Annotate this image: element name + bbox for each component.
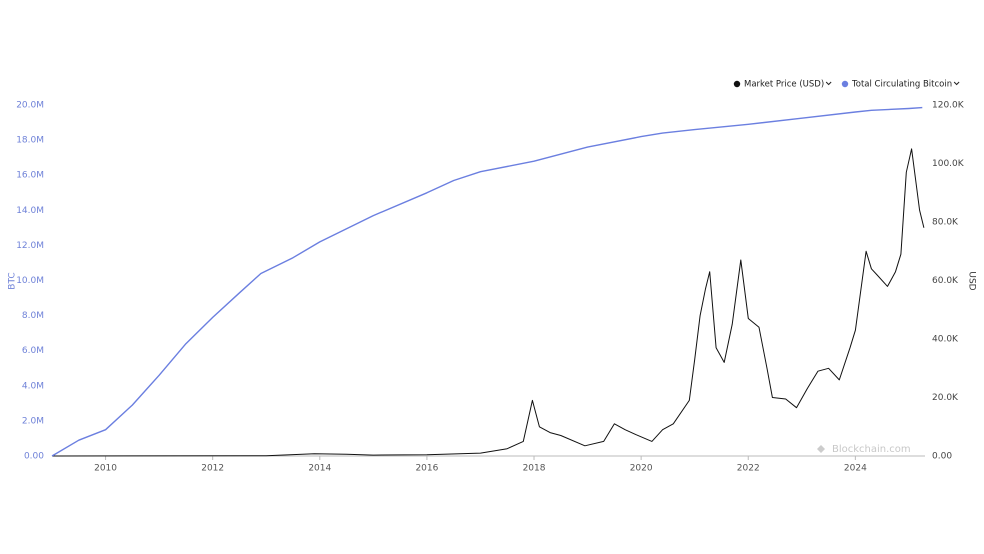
- legend-label: Market Price (USD): [744, 80, 824, 90]
- y2-axis-label: USD: [967, 271, 977, 290]
- y-tick-label: 18.0M: [16, 136, 44, 146]
- y-tick-label: 12.0M: [16, 241, 44, 251]
- x-tick-label: 2010: [94, 464, 117, 474]
- y-tick-label: 10.0M: [16, 276, 44, 286]
- watermark-icon: [817, 445, 825, 453]
- legend-chevron: [825, 81, 832, 86]
- watermark: Blockchain.com: [832, 444, 911, 455]
- y-tick-label: 4.0M: [22, 381, 44, 391]
- y-tick-label: 14.0M: [16, 206, 44, 216]
- legend-swatch: [841, 80, 849, 88]
- y-axis-label: BTC: [8, 272, 18, 289]
- y-tick-label: 6.0M: [22, 346, 44, 356]
- y-tick-label: 16.0M: [16, 171, 44, 181]
- x-tick-label: 2022: [737, 464, 760, 474]
- y2-tick-label: 120.0K: [932, 101, 965, 111]
- y2-tick-label: 40.0K: [932, 335, 959, 345]
- y2-tick-label: 60.0K: [932, 276, 959, 286]
- y-tick-label: 0.00: [24, 452, 44, 462]
- legend: Market Price (USD) Total Circulating Bitc…: [733, 80, 960, 90]
- x-tick-label: 2014: [308, 464, 331, 474]
- legend-swatch: [733, 80, 741, 88]
- x-tick-label: 2020: [630, 464, 653, 474]
- y2-tick-label: 20.0K: [932, 393, 959, 403]
- x-tick-label: 2024: [844, 464, 867, 474]
- series-line: [51, 106, 923, 457]
- x-tick-label: 2016: [415, 464, 438, 474]
- y-tick-label: 8.0M: [22, 311, 44, 321]
- y-tick-label: 20.0M: [16, 101, 44, 111]
- x-tick-label: 2012: [201, 464, 224, 474]
- y2-tick-label: 0.00: [932, 452, 952, 462]
- y2-tick-label: 100.0K: [932, 159, 965, 169]
- x-tick-label: 2018: [523, 464, 546, 474]
- legend-chevron: [953, 81, 960, 86]
- legend-label: Total Circulating Bitcoin: [851, 80, 952, 90]
- y2-tick-label: 80.0K: [932, 218, 959, 228]
- series-line: [51, 148, 925, 457]
- y-tick-label: 2.0M: [22, 416, 44, 426]
